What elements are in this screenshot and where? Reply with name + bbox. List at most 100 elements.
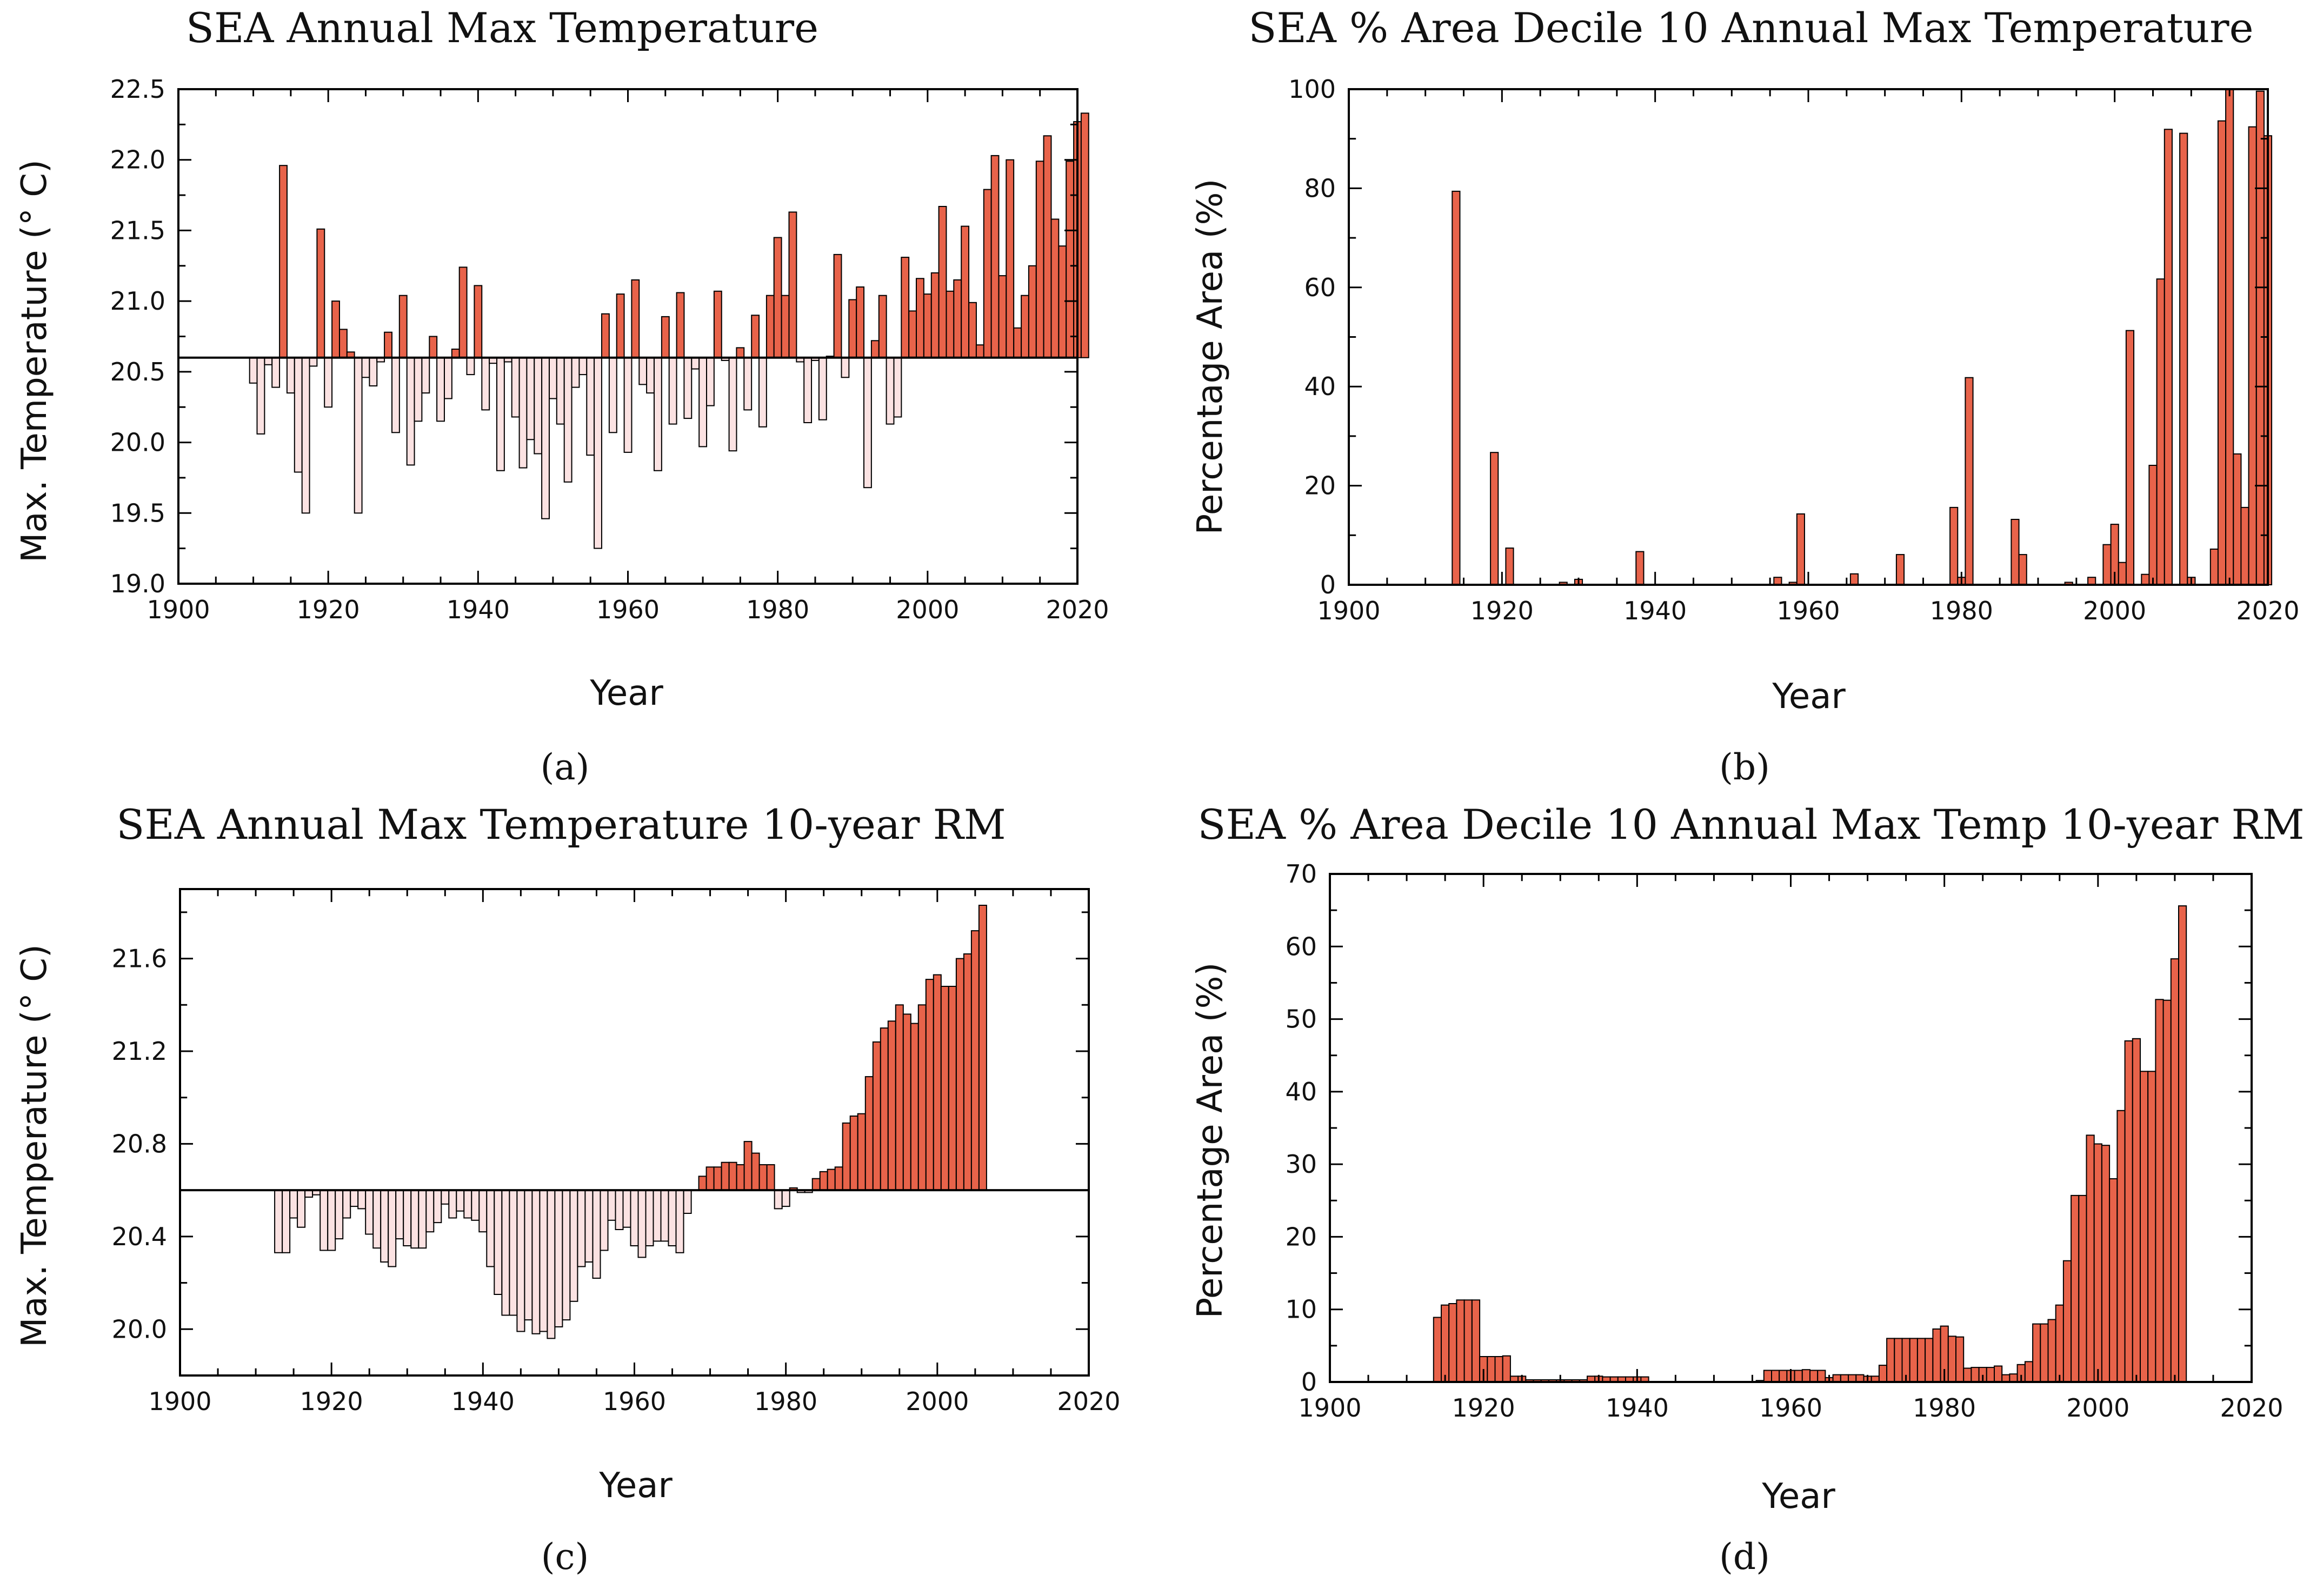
ytick-label-b-3: 60 [1304, 273, 1336, 302]
bar-a-2003 [946, 290, 955, 358]
bar-d-1987 [1994, 1365, 2003, 1383]
bar-a-1998 [908, 310, 917, 358]
bar-d-1984 [1971, 1367, 1980, 1383]
xtick-label-c-1980: 1980 [754, 1387, 817, 1416]
ytick-label-c-2: 20.8 [112, 1129, 167, 1158]
bar-c-1928 [388, 1190, 397, 1267]
bar-a-1997 [901, 257, 910, 358]
bar-c-1930 [403, 1190, 412, 1247]
bar-d-2007 [2147, 1071, 2156, 1383]
bar-c-1993 [880, 1027, 889, 1191]
bar-c-1914 [282, 1190, 291, 1253]
bar-c-1979 [774, 1190, 783, 1210]
bar-a-1968 [683, 357, 693, 419]
ytick-label-a-3: 20.5 [110, 357, 165, 386]
bar-c-1991 [864, 1076, 874, 1191]
ytick-label-a-4: 21.0 [110, 286, 165, 316]
bar-a-1999 [916, 278, 924, 358]
bar-a-1925 [361, 357, 370, 378]
bar-a-1967 [676, 292, 685, 358]
bar-a-2005 [961, 225, 970, 358]
ytick-label-a-6: 22.0 [110, 145, 165, 175]
bar-d-1979 [1932, 1328, 1941, 1383]
bar-c-1964 [660, 1190, 669, 1242]
panel-b-ylabel: Percentage Area (%) [1190, 179, 1230, 535]
bar-d-1999 [2086, 1134, 2095, 1383]
bar-d-1977 [1916, 1338, 1926, 1383]
bar-c-1990 [857, 1113, 866, 1191]
bar-c-1935 [441, 1190, 450, 1205]
bar-c-1945 [516, 1190, 525, 1332]
bar-a-1963 [646, 357, 655, 394]
bar-d-2002 [2109, 1178, 2118, 1383]
ytick-label-d-1: 10 [1285, 1295, 1317, 1324]
bar-c-1972 [721, 1161, 730, 1191]
bar-a-1961 [631, 279, 640, 358]
bar-a-1943 [496, 357, 505, 471]
bar-a-1954 [578, 357, 588, 376]
bar-a-2006 [968, 302, 977, 358]
bar-b-2019 [2255, 90, 2265, 585]
bar-d-1966 [1832, 1374, 1841, 1383]
bar-d-1961 [1794, 1370, 1803, 1383]
xtick-label-a-1960: 1960 [596, 595, 660, 624]
bar-a-1981 [781, 295, 790, 358]
bar-d-1981 [1947, 1335, 1957, 1383]
bar-a-2007 [975, 344, 984, 358]
bar-d-2011 [2178, 905, 2187, 1383]
bar-b-2015 [2225, 89, 2234, 585]
bar-c-1913 [274, 1190, 283, 1253]
ytick-label-d-7: 70 [1285, 859, 1317, 889]
bar-d-1958 [1771, 1370, 1780, 1383]
bar-a-1986 [818, 357, 827, 420]
bar-d-1993 [2040, 1323, 2049, 1383]
bar-c-1987 [834, 1166, 843, 1191]
ytick-label-c-4: 21.6 [112, 944, 167, 973]
panel-c-ylabel: Max. Temperature (° C) [15, 944, 55, 1347]
bar-a-1969 [691, 357, 700, 370]
bar-d-2000 [2093, 1143, 2102, 1383]
bar-c-1920 [327, 1190, 336, 1251]
xtick-label-a-1980: 1980 [746, 595, 809, 624]
bar-d-1962 [1801, 1369, 1811, 1383]
bar-a-1970 [698, 357, 708, 448]
ytick-label-b-2: 40 [1304, 372, 1336, 401]
bar-b-1919 [1490, 452, 1499, 586]
bar-c-1929 [395, 1190, 404, 1240]
bar-d-1996 [2062, 1260, 2072, 1383]
bar-a-1971 [706, 357, 715, 406]
xtick-label-d-1980: 1980 [1913, 1393, 1976, 1423]
bar-a-1974 [728, 357, 737, 452]
ytick-label-b-5: 100 [1288, 75, 1336, 104]
bar-c-1950 [554, 1190, 563, 1328]
bar-a-2019 [1066, 161, 1075, 358]
bar-c-1962 [645, 1190, 654, 1247]
bar-a-1956 [594, 357, 602, 549]
bar-d-1967 [1840, 1374, 1849, 1383]
panel-c-xlabel: Year [598, 1466, 673, 1506]
bar-c-1999 [925, 979, 934, 1191]
bar-a-1918 [309, 357, 318, 367]
bar-c-1934 [433, 1190, 442, 1224]
xtick-label-c-1920: 1920 [300, 1387, 363, 1416]
bar-a-2013 [1021, 295, 1029, 358]
bar-c-1995 [895, 1004, 904, 1191]
bar-a-1991 [856, 286, 865, 358]
bar-b-2013 [2209, 549, 2219, 585]
bar-c-1974 [736, 1164, 745, 1191]
ytick-label-d-6: 60 [1285, 932, 1317, 961]
bar-a-1922 [339, 329, 348, 358]
bar-b-2006 [2156, 278, 2165, 585]
panel-b: SEA % Area Decile 10 Annual Max Temperat… [1190, 4, 2300, 788]
panel-a-xlabel: Year [589, 673, 663, 713]
bar-a-1988 [833, 253, 842, 358]
bar-c-1937 [456, 1190, 465, 1212]
bar-c-1922 [342, 1190, 351, 1219]
bar-c-1956 [600, 1190, 609, 1251]
bar-a-1996 [893, 357, 902, 418]
bar-c-1942 [494, 1190, 503, 1296]
ytick-label-a-5: 21.5 [110, 216, 165, 245]
ytick-label-a-1: 19.5 [110, 498, 165, 527]
panel-c-label: (c) [541, 1536, 589, 1578]
bar-a-2008 [983, 189, 992, 358]
